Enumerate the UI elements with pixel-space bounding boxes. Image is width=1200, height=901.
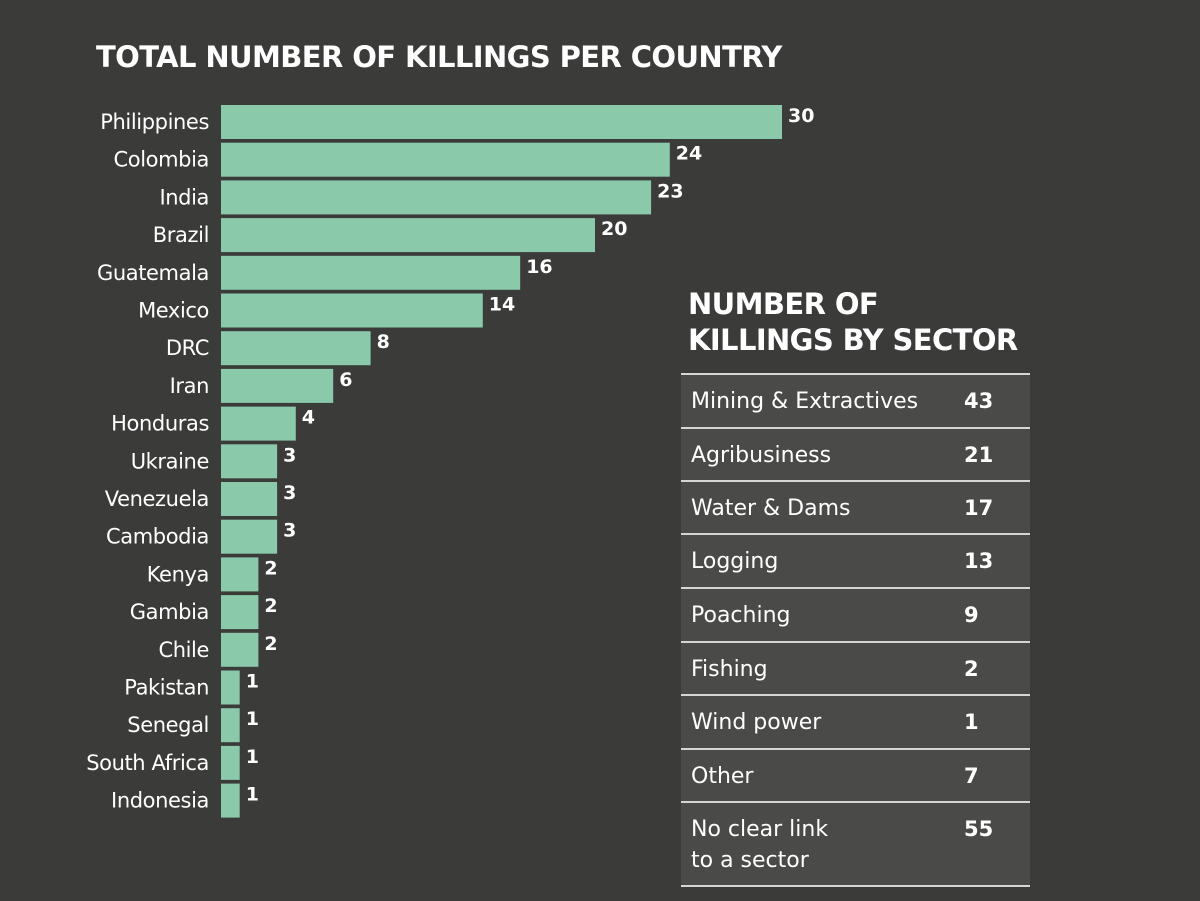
sector-table: Mining & Extractives 43 Agribusiness 21 Wate… [681, 373, 1030, 887]
sector-row: No clear link to a sector 55 [681, 803, 1030, 887]
chart-title: TOTAL NUMBER OF KILLINGS PER COUNTRY [96, 40, 782, 74]
sector-value: 1 [964, 710, 979, 734]
sector-name-line: No clear link [691, 817, 829, 842]
bar [221, 444, 278, 479]
sector-name: Logging [691, 549, 779, 574]
sector-value: 7 [964, 764, 979, 788]
sector-name: Agribusiness [691, 443, 832, 468]
sector-row: Wind power 1 [681, 696, 1030, 750]
sector-name: Mining & Extractives [691, 389, 919, 414]
sector-name: Poaching [691, 603, 791, 628]
category-label: Senegal [127, 713, 209, 737]
category-label: Kenya [147, 562, 209, 586]
bar [221, 519, 278, 554]
data-label: 23 [657, 180, 683, 202]
sector-value: 17 [964, 496, 994, 520]
bar [221, 745, 240, 780]
bar [221, 595, 259, 630]
data-label: 24 [676, 143, 702, 165]
bar [221, 105, 782, 139]
category-label: Philippines [100, 110, 209, 134]
sector-name-line: to a sector [691, 848, 809, 873]
data-label: 16 [526, 256, 552, 278]
data-label: 14 [489, 294, 515, 316]
sector-value: 43 [964, 389, 994, 413]
sector-name: Fishing [691, 657, 768, 682]
bar [221, 482, 278, 516]
bar [221, 218, 595, 253]
bar [221, 331, 371, 366]
bar [221, 557, 259, 592]
data-label: 1 [246, 708, 259, 730]
category-label: Brazil [153, 223, 209, 247]
category-label: Cambodia [106, 525, 209, 549]
data-label: 3 [283, 482, 296, 504]
sector-value: 21 [964, 443, 994, 467]
sector-row: Logging 13 [681, 535, 1030, 589]
data-label: 3 [283, 444, 296, 466]
category-label: India [159, 185, 209, 209]
data-label: 8 [377, 331, 390, 353]
category-label: Mexico [138, 299, 209, 323]
category-label: Iran [170, 374, 209, 398]
category-label: Indonesia [111, 789, 209, 813]
category-label: Ukraine [131, 449, 209, 473]
sector-table-title: NUMBER OF KILLINGS BY SECTOR [688, 286, 1018, 358]
data-label: 6 [339, 369, 352, 391]
data-label: 1 [246, 784, 259, 806]
bar [221, 406, 296, 441]
sector-name: Wind power [691, 710, 822, 735]
sector-value: 55 [964, 817, 994, 841]
data-label: 2 [264, 633, 277, 655]
sector-row: Mining & Extractives 43 [681, 375, 1030, 429]
category-label: Venezuela [105, 487, 209, 511]
bar [221, 708, 240, 743]
data-label: 2 [264, 557, 277, 579]
sector-title-line-1: NUMBER OF [688, 287, 879, 321]
sector-row: Other 7 [681, 750, 1030, 803]
category-label: Chile [158, 638, 209, 662]
bar [221, 783, 240, 818]
data-label: 3 [283, 520, 296, 542]
category-label: DRC [166, 336, 209, 360]
sector-name: Other [691, 764, 754, 789]
data-label: 1 [246, 671, 259, 693]
data-label: 1 [246, 746, 259, 768]
category-label: South Africa [86, 751, 209, 775]
sector-row: Fishing 2 [681, 643, 1030, 696]
sector-name: No clear link to a sector [691, 814, 828, 876]
bar [221, 670, 240, 705]
bar [221, 142, 670, 177]
data-label: 30 [788, 105, 814, 127]
sector-name: Water & Dams [691, 496, 851, 521]
sector-value: 13 [964, 549, 994, 573]
sector-title-line-2: KILLINGS BY SECTOR [688, 323, 1018, 357]
category-label: Guatemala [97, 261, 209, 285]
bar [221, 180, 652, 215]
category-label: Honduras [111, 412, 209, 436]
bar [221, 293, 483, 328]
data-label: 20 [601, 218, 627, 240]
sector-row: Agribusiness 21 [681, 429, 1030, 482]
sector-value: 2 [964, 657, 979, 681]
category-label: Gambia [130, 600, 209, 624]
category-label: Colombia [114, 148, 209, 172]
data-label: 4 [302, 407, 315, 429]
sector-row: Poaching 9 [681, 589, 1030, 643]
sector-row: Water & Dams 17 [681, 482, 1030, 535]
bar [221, 632, 259, 667]
data-label: 2 [264, 595, 277, 617]
bar [221, 255, 521, 290]
sector-value: 9 [964, 603, 979, 627]
category-label: Pakistan [124, 676, 209, 700]
bar [221, 368, 334, 403]
